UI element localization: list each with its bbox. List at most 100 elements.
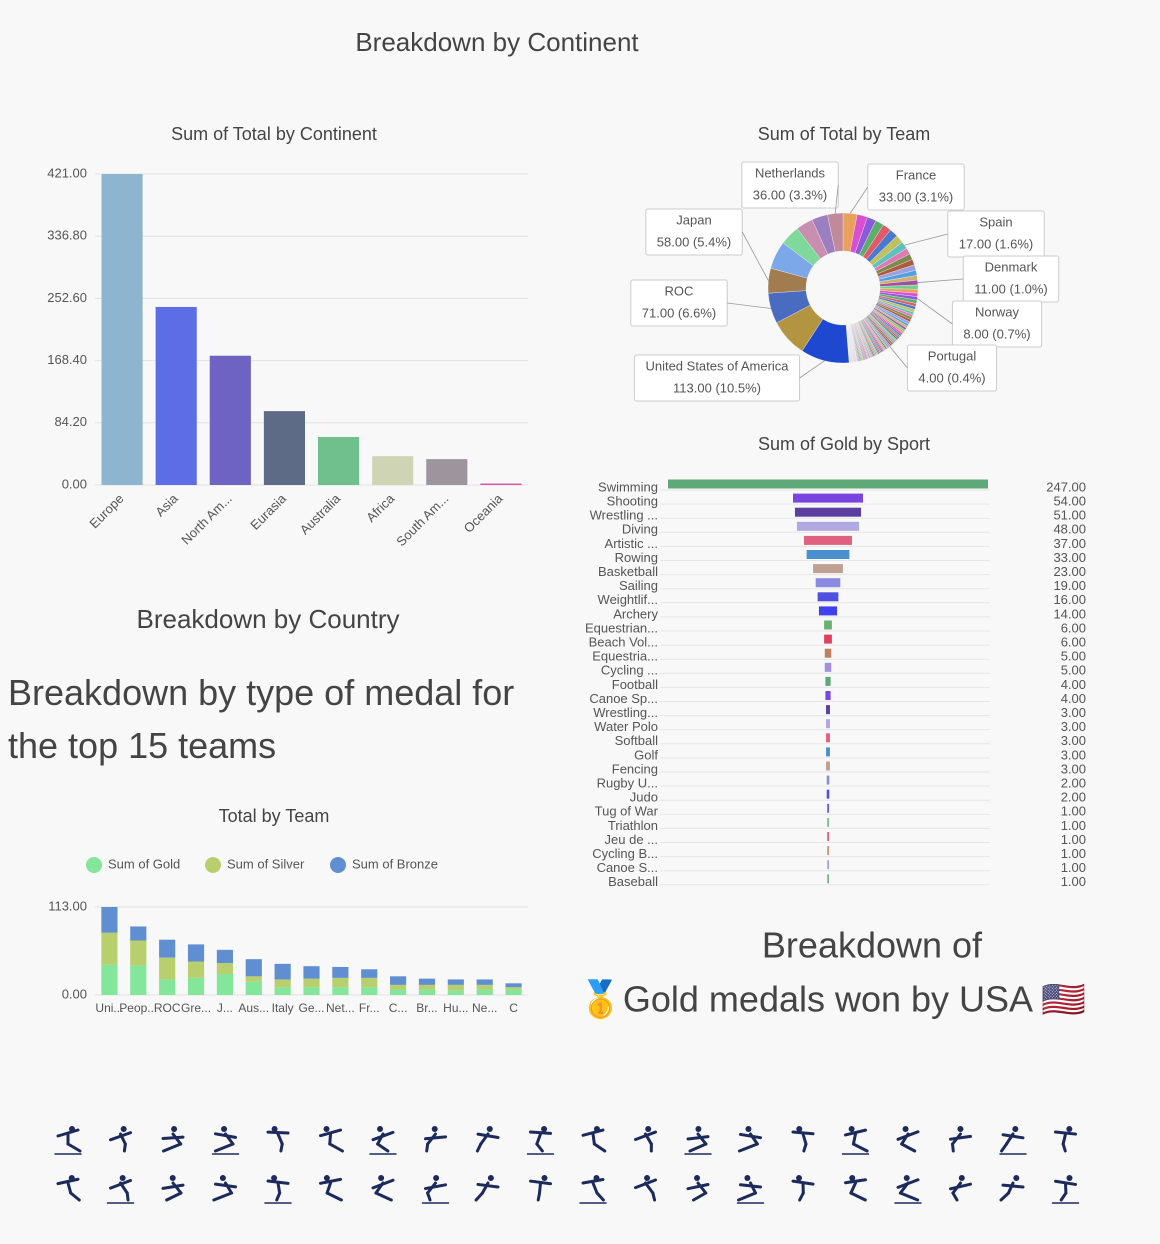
category-label: Wrestling... <box>593 705 658 720</box>
value-label: 4.00 <box>1061 691 1086 706</box>
bar-segment <box>390 989 407 995</box>
bar-segment <box>390 976 407 985</box>
funnel-bar <box>818 606 838 616</box>
category-label: Cycling B... <box>592 846 658 861</box>
icon-leg <box>898 1191 920 1202</box>
icon-head <box>271 1175 278 1181</box>
bar-segment <box>159 957 176 980</box>
icon-leg <box>900 1142 917 1153</box>
funnel-bar <box>804 535 852 545</box>
x-tick-label: J... <box>217 1001 233 1015</box>
icon-body <box>325 1181 332 1195</box>
sport-icon <box>634 1175 657 1202</box>
category-label: Rowing <box>615 550 658 565</box>
bar-segment <box>216 949 233 964</box>
icon-arm <box>791 1130 815 1136</box>
x-tick-label: Net... <box>326 1001 355 1015</box>
funnel-bar <box>815 578 841 588</box>
bar-segment <box>216 973 233 995</box>
sport-icon <box>212 1175 237 1202</box>
icon-leg <box>798 1191 805 1202</box>
funnel-bar <box>826 705 830 715</box>
sport-icon <box>54 1126 82 1155</box>
funnel-bar <box>826 733 830 743</box>
icon-leg <box>425 1142 430 1153</box>
value-label: 3.00 <box>1061 705 1086 720</box>
funnel-bar <box>817 592 839 602</box>
icon-leg <box>125 1191 130 1202</box>
bar <box>155 306 197 485</box>
funnel-bar <box>824 634 832 644</box>
icon-head <box>745 1126 752 1132</box>
funnel-bar <box>826 747 830 757</box>
sport-icon <box>424 1126 447 1153</box>
value-label: 2.00 <box>1061 776 1086 791</box>
icon-head <box>1066 1126 1073 1132</box>
icon-arm <box>266 1179 290 1185</box>
sport-icon <box>791 1126 815 1153</box>
bar <box>209 355 251 485</box>
icon-arm <box>1054 1130 1077 1136</box>
data-label-name: Netherlands <box>755 165 826 180</box>
pie-slices <box>767 212 919 364</box>
x-tick-label: Hu... <box>443 1001 468 1015</box>
funnel-bar <box>827 803 829 813</box>
section-heading: Breakdown by Country <box>136 604 399 634</box>
icon-leg <box>535 1142 544 1153</box>
icon-arm <box>581 1128 605 1137</box>
leader-line <box>741 231 769 281</box>
chart-title: Sum of Total by Continent <box>171 124 377 144</box>
data-label: 113.00 (10.5%) <box>673 380 761 395</box>
funnel-bar <box>813 564 843 574</box>
bar-segment <box>476 984 493 990</box>
value-label: 16.00 <box>1053 592 1086 607</box>
funnel-bar <box>827 817 829 827</box>
sport-icon <box>737 1126 762 1153</box>
funnel-bar <box>825 676 831 686</box>
leader-line <box>727 302 771 309</box>
sport-icon <box>319 1175 343 1202</box>
legend-marker <box>205 857 221 873</box>
value-label: 23.00 <box>1053 564 1086 579</box>
icon-arm <box>424 1183 447 1191</box>
icon-arm <box>266 1130 290 1135</box>
bar-segment <box>303 978 320 988</box>
data-label-name: Norway <box>975 304 1020 319</box>
bar-segment <box>476 989 493 995</box>
bar-segment <box>418 984 436 990</box>
sport-icon <box>999 1175 1025 1202</box>
icon-body <box>801 1132 808 1146</box>
icon-head <box>119 1175 126 1181</box>
bar-segment <box>159 939 176 958</box>
icon-body <box>591 1181 599 1195</box>
data-label-name: ROC <box>665 283 694 298</box>
category-label: Canoe S... <box>597 860 658 875</box>
value-label: 6.00 <box>1061 635 1086 650</box>
sport-icon <box>529 1175 552 1202</box>
icon-arm <box>896 1178 920 1189</box>
sport-icon <box>161 1175 185 1202</box>
funnel-bar <box>824 648 832 658</box>
icon-arm <box>56 1128 80 1138</box>
icon-leg <box>69 1191 81 1202</box>
y-tick-label: 336.80 <box>47 228 87 243</box>
icon-leg <box>849 1191 867 1202</box>
sport-icon <box>634 1126 657 1153</box>
sport-icon <box>421 1175 450 1204</box>
value-label: 51.00 <box>1053 508 1086 523</box>
category-label: Softball <box>615 733 658 748</box>
bar-segment <box>274 963 291 980</box>
icon-head <box>120 1126 127 1132</box>
icon-leg <box>66 1142 82 1153</box>
leader-line <box>889 346 908 369</box>
category-label: Football <box>612 677 658 692</box>
icon-head <box>849 1175 856 1181</box>
icon-arm <box>161 1183 185 1190</box>
sport-icon <box>1054 1126 1077 1153</box>
category-label: Triathlon <box>608 818 658 833</box>
category-label: Shooting <box>607 494 658 509</box>
icon-body <box>276 1132 284 1146</box>
icon-leg <box>275 1191 282 1202</box>
icon-arm <box>1054 1179 1077 1186</box>
